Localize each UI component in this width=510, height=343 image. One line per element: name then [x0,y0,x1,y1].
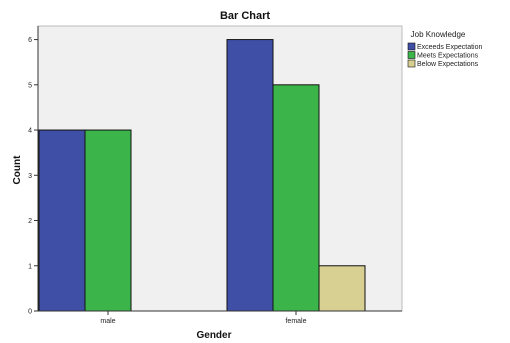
y-tick-label: 3 [28,173,32,180]
bar-female-exceeds-expectation [226,39,274,312]
bar-male-meets-expectations [84,129,132,312]
y-axis-title: Count [12,155,23,185]
legend-label-exceeds-expectation: Exceeds Expectation [417,44,482,51]
y-tick-label: 4 [28,128,32,135]
bar-male-exceeds-expectation [38,129,86,312]
legend-swatch-exceeds-expectation [407,42,416,51]
y-tick-label: 5 [28,82,32,89]
bar-female-below-expectations [318,265,366,312]
y-tick-label: 1 [28,263,32,270]
legend-title: Job Knowledge [411,30,466,39]
x-tick-label-female: female [285,318,306,325]
y-tick-label: 2 [28,218,32,225]
bars [38,39,366,312]
x-axis-title: Gender [196,330,231,341]
legend-swatch-below-expectations [407,59,416,68]
y-tick-label: 0 [28,309,32,316]
x-tick-label-male: male [100,318,115,325]
legend-label-meets-expectations: Meets Expectations [417,53,479,60]
bar-female-meets-expectations [272,84,320,312]
chart-title: Bar Chart [220,10,270,22]
legend-label-below-expectations: Below Expectations [417,61,479,68]
y-axis: 0 1 2 3 4 5 6 [28,26,39,316]
y-tick-label: 6 [28,37,32,44]
legend: Job Knowledge Exceeds Expectation Meets E… [407,30,482,68]
legend-swatch-meets-expectations [407,51,416,59]
x-axis: male female [38,310,402,325]
